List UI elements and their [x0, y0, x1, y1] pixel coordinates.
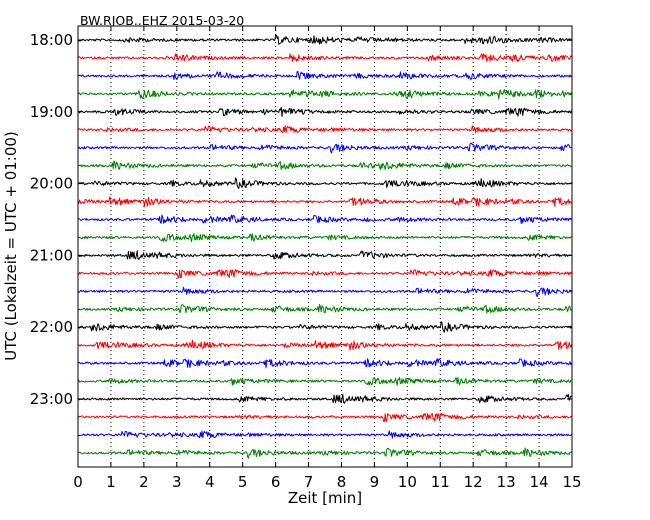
plot-frame — [77, 25, 573, 468]
x-tick-label: 10 — [398, 473, 417, 491]
trace-2330 — [77, 430, 572, 439]
x-tick-label: 2 — [139, 473, 149, 491]
grid-lines — [110, 26, 540, 467]
trace-1830 — [77, 71, 572, 81]
x-axis-label: Zeit [min] — [288, 489, 362, 507]
trace-2300 — [77, 393, 572, 404]
x-tick-label: 4 — [205, 473, 215, 491]
trace-2015 — [77, 196, 572, 207]
y-tick-label: 21:00 — [30, 246, 73, 264]
trace-1915 — [77, 125, 572, 134]
y-tick-label: 22:00 — [30, 318, 73, 336]
x-tick-label: 6 — [271, 473, 281, 491]
x-tick-label: 7 — [304, 473, 314, 491]
chart-title: BW.RJOB..EHZ 2015-03-20 — [80, 13, 244, 28]
y-tick-label: 18:00 — [30, 31, 73, 49]
trace-1845 — [77, 89, 573, 100]
x-tick-label: 0 — [73, 473, 83, 491]
x-tick-label: 3 — [172, 473, 182, 491]
trace-2115 — [77, 268, 572, 279]
x-axis-ticks: 0 1 2 3 4 5 6 7 8 9 10 11 12 13 14 15 — [73, 26, 582, 491]
trace-1930 — [77, 142, 572, 154]
trace-2045 — [77, 233, 572, 243]
x-tick-label: 14 — [530, 473, 549, 491]
plot-area — [78, 26, 572, 467]
x-tick-label: 5 — [238, 473, 248, 491]
x-tick-label: 15 — [562, 473, 581, 491]
x-tick-label: 13 — [497, 473, 516, 491]
trace-2315 — [77, 412, 572, 422]
trace-1800 — [77, 34, 573, 45]
trace-2000 — [77, 177, 572, 189]
trace-1815 — [77, 53, 573, 62]
trace-2215 — [77, 339, 573, 351]
y-axis-label: UTC (Lokalzeit = UTC + 01:00) — [2, 131, 20, 361]
seismogram-traces — [77, 34, 573, 459]
y-tick-label: 19:00 — [30, 103, 73, 121]
trace-2230 — [77, 358, 573, 369]
trace-2100 — [77, 250, 572, 261]
x-tick-label: 1 — [106, 473, 116, 491]
trace-2245 — [77, 376, 572, 386]
y-tick-label: 20:00 — [30, 175, 73, 193]
trace-2030 — [77, 214, 572, 225]
trace-2130 — [77, 286, 573, 298]
trace-2200 — [77, 321, 573, 333]
x-tick-label: 9 — [370, 473, 380, 491]
trace-2145 — [77, 304, 572, 314]
x-tick-label: 11 — [431, 473, 450, 491]
x-tick-label: 12 — [464, 473, 483, 491]
trace-1945 — [77, 160, 572, 170]
y-axis-ticks: 18:00 19:00 20:00 21:00 22:00 23:00 — [30, 31, 572, 408]
trace-2345 — [77, 447, 572, 459]
x-tick-label: 8 — [337, 473, 347, 491]
y-tick-label: 23:00 — [30, 390, 73, 408]
trace-1900 — [77, 106, 573, 117]
